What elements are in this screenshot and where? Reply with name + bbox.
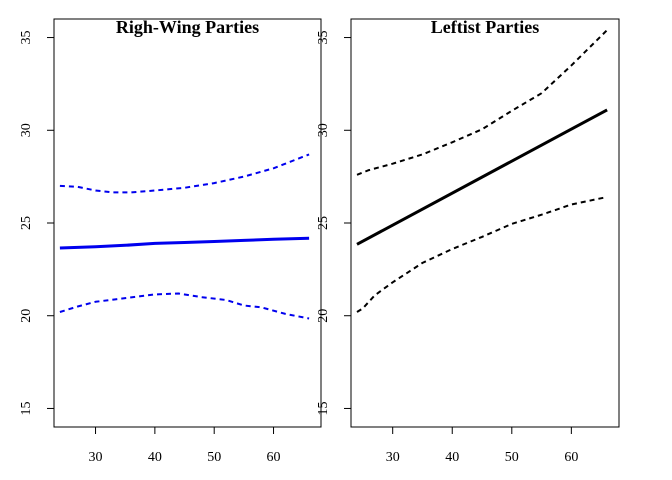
x-tick-label-leftist-40: 40 [445, 450, 459, 465]
y-tick-label-leftist-25: 25 [316, 216, 331, 230]
y-tick-label-right-wing-30: 30 [19, 123, 34, 137]
ci-bound-line-2-leftist [356, 196, 608, 313]
estimate-line-right-wing [59, 236, 310, 250]
panel-leftist: Leftist Parties 30 40 50 60 15 20 25 30 35 [316, 17, 620, 465]
estimate-line-leftist [356, 108, 608, 246]
plot-frame-right-wing [53, 18, 322, 428]
x-tick-label-right-wing-40: 40 [148, 450, 162, 465]
y-tick-label-leftist-15: 15 [316, 401, 331, 415]
panel-right-wing: Righ-Wing Parties 30 40 50 60 15 20 25 30 35 [19, 17, 322, 465]
ci-bound-line-1-leftist [356, 29, 608, 176]
y-tick-label-leftist-35: 35 [316, 31, 331, 45]
x-tick-label-leftist-30: 30 [386, 450, 400, 465]
ci-bound-line-2-right-wing [59, 292, 310, 320]
y-tick-label-right-wing-25: 25 [19, 216, 34, 230]
y-tick-label-leftist-20: 20 [316, 309, 331, 323]
x-tick-label-right-wing-60: 60 [267, 450, 281, 465]
y-tick-label-right-wing-20: 20 [19, 309, 34, 323]
x-tick-label-right-wing-30: 30 [89, 450, 103, 465]
ci-bound-line-1-right-wing [59, 153, 310, 194]
y-tick-label-right-wing-35: 35 [19, 31, 34, 45]
chart-title-right-wing: Righ-Wing Parties [116, 17, 259, 37]
plot-frame-leftist [350, 18, 620, 428]
x-tick-label-leftist-60: 60 [564, 450, 578, 465]
y-tick-label-right-wing-15: 15 [19, 401, 34, 415]
x-tick-label-leftist-50: 50 [505, 450, 519, 465]
y-tick-label-leftist-30: 30 [316, 123, 331, 137]
chart-title-leftist: Leftist Parties [431, 17, 539, 37]
x-tick-label-right-wing-50: 50 [207, 450, 221, 465]
